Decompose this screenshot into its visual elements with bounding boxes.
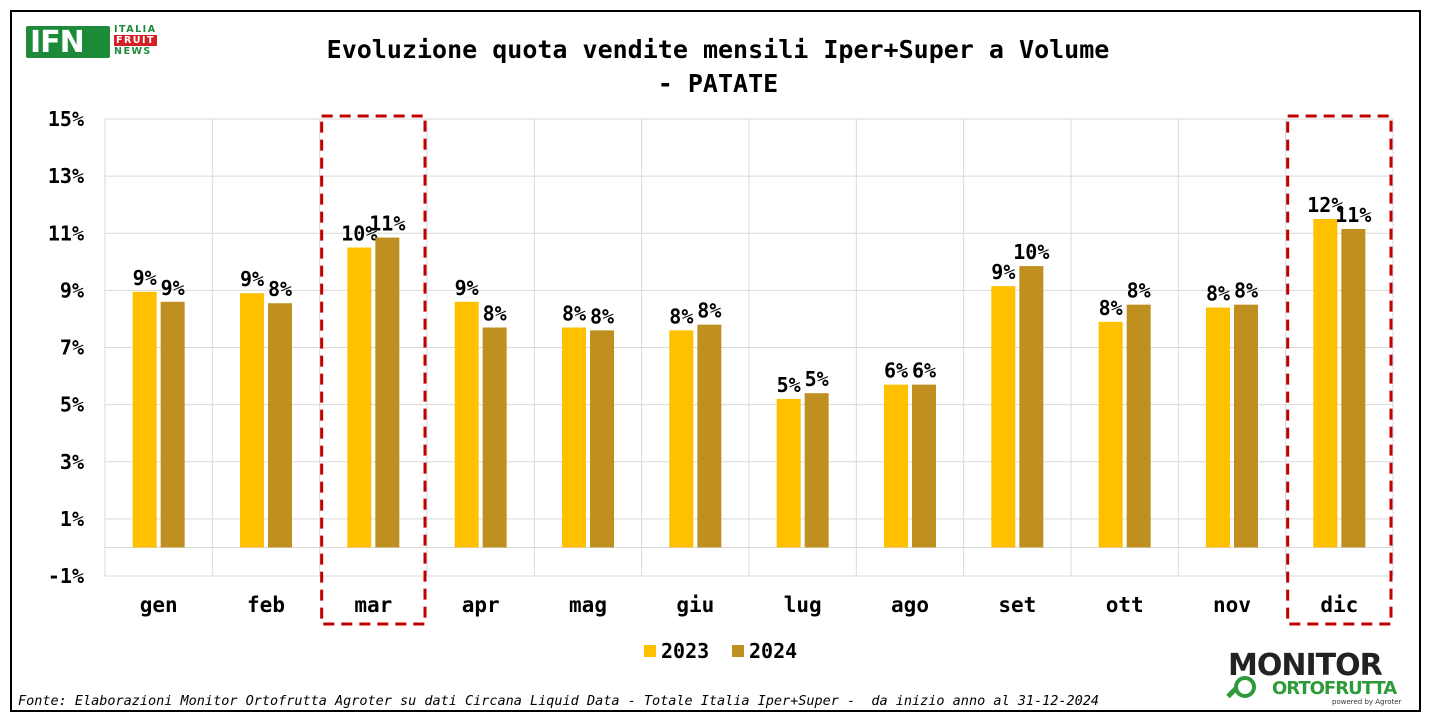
x-tick-label-lug: lug [784, 593, 822, 617]
bar-2024-mag [590, 330, 614, 548]
data-label-2024-apr: 8% [483, 302, 507, 326]
data-label-2023-feb: 9% [240, 267, 264, 291]
data-label-2024-ott: 8% [1127, 279, 1151, 303]
bar-2023-lug [776, 398, 801, 548]
data-label-2024-feb: 8% [268, 277, 292, 301]
data-label-2023-lug: 5% [777, 373, 801, 397]
data-label-2024-dic: 11% [1335, 203, 1371, 227]
ifn-logo-box: IFN [26, 25, 110, 60]
chart-title: Evoluzione quota vendite mensili Iper+Su… [327, 35, 1110, 64]
x-tick-label-gen: gen [140, 593, 178, 617]
y-tick-label: 5% [60, 393, 84, 417]
monitor-logo-subtitle: ORTOFRUTTA [1272, 678, 1397, 699]
bar-2024-ago [912, 384, 936, 548]
bar-2023-mar [347, 247, 372, 548]
x-tick-label-set: set [998, 593, 1036, 617]
data-label-2024-giu: 8% [697, 299, 721, 323]
data-label-2023-ago: 6% [884, 359, 908, 383]
bar-2023-dic [1313, 218, 1338, 548]
legend-swatch-2023 [644, 645, 656, 657]
x-tick-label-mar: mar [354, 593, 392, 617]
y-tick-label: 3% [60, 450, 84, 474]
data-label-2023-set: 9% [991, 260, 1015, 284]
y-tick-label: 9% [60, 278, 84, 302]
chart-title-line2: - PATATE [658, 69, 778, 98]
y-tick-label: -1% [48, 564, 84, 588]
ifn-logo-text: IFN [30, 25, 85, 60]
bar-2024-ott [1126, 304, 1151, 548]
legend-label-2023: 2023 [661, 639, 709, 663]
data-label-2023-dic: 12% [1307, 193, 1343, 217]
source-note: Fonte: Elaborazioni Monitor Ortofrutta A… [18, 693, 1099, 709]
bar-2024-gen [160, 301, 185, 548]
y-tick-label: 7% [60, 336, 84, 360]
data-label-2023-mar: 10% [341, 222, 377, 246]
bar-2023-ago [884, 384, 908, 548]
bar-2023-giu [669, 330, 694, 548]
y-tick-label: 13% [48, 164, 84, 188]
legend-label-2024: 2024 [749, 639, 797, 663]
bar-2024-dic [1341, 228, 1366, 548]
y-tick-label: 15% [48, 107, 84, 131]
bar-2023-set [991, 286, 1016, 548]
x-tick-label-giu: giu [676, 593, 714, 617]
data-label-2023-giu: 8% [669, 304, 693, 328]
x-tick-label-mag: mag [569, 593, 607, 617]
data-label-2024-lug: 5% [805, 367, 829, 391]
ifn-logo-line2: FRUIT [114, 35, 158, 46]
bar-2023-feb [240, 293, 264, 548]
y-tick-label: 11% [48, 221, 84, 245]
data-label-2024-mar: 11% [369, 212, 405, 236]
data-label-2023-apr: 9% [455, 276, 479, 300]
bar-2024-giu [697, 324, 722, 548]
data-label-2023-nov: 8% [1206, 282, 1230, 306]
data-label-2024-mag: 8% [590, 304, 614, 328]
bar-2023-apr [454, 301, 479, 548]
data-label-2024-ago: 6% [912, 359, 936, 383]
ifn-logo-line1: ITALIA [114, 24, 157, 35]
magnifier-icon [1234, 676, 1256, 698]
x-tick-label-feb: feb [247, 593, 285, 617]
bar-2024-feb [268, 303, 292, 548]
bar-2024-mar [375, 237, 400, 548]
bar-2023-ott [1098, 321, 1123, 548]
ifn-logo-line3: NEWS [114, 46, 152, 57]
bar-2024-nov [1234, 304, 1258, 548]
data-label-2024-gen: 9% [161, 276, 185, 300]
monitor-logo-powered: powered by Agroter [1332, 698, 1402, 706]
monitor-logo-title: MONITOR [1228, 648, 1383, 683]
x-tick-label-dic: dic [1320, 593, 1358, 617]
x-tick-label-ott: ott [1106, 593, 1144, 617]
x-tick-label-nov: nov [1213, 593, 1251, 617]
bar-2024-apr [482, 327, 507, 548]
ifn-logo: IFN ITALIA FRUIT NEWS [26, 24, 170, 62]
x-tick-label-apr: apr [462, 593, 500, 617]
legend-swatch-2024 [732, 645, 744, 657]
y-tick-label: 1% [60, 507, 84, 531]
x-tick-label-ago: ago [891, 593, 929, 617]
data-label-2024-set: 10% [1013, 240, 1049, 264]
data-label-2023-gen: 9% [133, 266, 157, 290]
data-label-2023-ott: 8% [1099, 296, 1123, 320]
data-label-2024-nov: 8% [1234, 279, 1258, 303]
data-label-2023-mag: 8% [562, 302, 586, 326]
monitor-ortofrutta-logo: MONITOR ORTOFRUTTA powered by Agroter [1226, 648, 1418, 708]
bar-2023-mag [562, 327, 586, 548]
bar-2023-gen [132, 291, 157, 548]
ifn-logo-words: ITALIA FRUIT NEWS [114, 24, 158, 57]
bar-2024-lug [804, 393, 829, 548]
bar-2023-nov [1206, 307, 1230, 548]
bar-2024-set [1019, 266, 1044, 548]
